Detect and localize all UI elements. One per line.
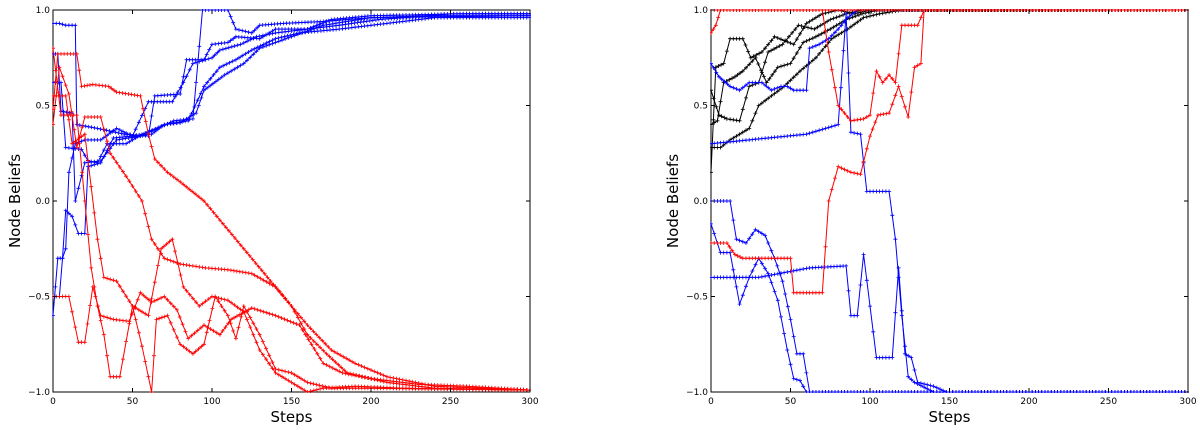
x-tick-label: 50 [785, 397, 797, 407]
x-tick-label: 50 [127, 397, 139, 407]
x-tick-label: 250 [442, 397, 459, 407]
x-tick-label: 300 [1179, 397, 1196, 407]
x-tick-label: 200 [362, 397, 379, 407]
plot-area [710, 9, 1189, 393]
series-group [52, 9, 531, 393]
plot-area [52, 9, 531, 393]
y-tick-label: 1.0 [694, 6, 709, 16]
series-markers [52, 93, 531, 393]
x-tick-label: 150 [941, 397, 958, 407]
x-tick-label: 200 [1020, 397, 1037, 407]
x-tick-label: 0 [50, 397, 56, 407]
y-tick-label: −1.0 [28, 388, 50, 398]
y-tick-label: −1.0 [686, 388, 708, 398]
chart-left: 0 50 100 150 200 250 300 −1.0 −0.5 0.0 0.5 1.0 Steps… [6, 6, 539, 426]
x-tick-label: 300 [521, 397, 538, 407]
x-tick-label: 0 [708, 397, 714, 407]
y-tick-label: 0.0 [36, 197, 51, 207]
y-tick-label: 1.0 [36, 6, 51, 16]
x-tick-label: 250 [1100, 397, 1117, 407]
x-axis-label: Steps [271, 408, 313, 426]
series-markers [52, 11, 531, 318]
x-tick-label: 100 [861, 397, 878, 407]
y-tick-label: 0.5 [36, 102, 50, 112]
x-tick-label: 100 [203, 397, 220, 407]
chart-right: 0 50 100 150 200 250 300 −1.0 −0.5 0.0 0.5 1.0 Steps… [664, 6, 1197, 426]
y-axis-label: Node Beliefs [6, 154, 24, 248]
y-tick-label: 0.0 [694, 197, 709, 207]
y-axis-label: Node Beliefs [664, 154, 682, 248]
y-tick-label: −0.5 [686, 293, 708, 303]
x-tick-label: 150 [283, 397, 300, 407]
x-axis-label: Steps [929, 408, 971, 426]
y-tick-label: 0.5 [694, 102, 708, 112]
y-tick-label: −0.5 [28, 293, 50, 303]
